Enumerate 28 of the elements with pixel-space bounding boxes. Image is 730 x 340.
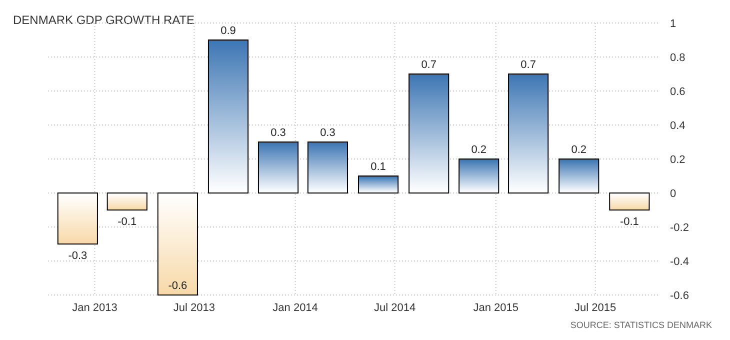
data-label: -0.1 <box>620 216 639 228</box>
data-label: -0.1 <box>118 216 137 228</box>
data-label: 0.9 <box>220 25 236 37</box>
y-tick-label: 1 <box>670 18 676 30</box>
data-label: 0.2 <box>571 144 587 156</box>
x-tick-label: Jul 2013 <box>173 302 215 314</box>
x-tick-label: Jan 2015 <box>473 302 519 314</box>
y-tick-label: 0.2 <box>670 154 686 166</box>
y-tick-label: 0.4 <box>670 120 686 132</box>
y-tick-label: -0.4 <box>670 256 689 268</box>
data-label: -0.3 <box>68 250 88 262</box>
x-tick-label: Jul 2015 <box>574 302 616 314</box>
data-label: 0.1 <box>370 161 386 173</box>
y-tick-label: -0.6 <box>670 290 689 302</box>
data-label: -0.6 <box>168 280 188 292</box>
y-tick-label: 0 <box>670 188 676 200</box>
data-label: 0.7 <box>421 59 436 71</box>
y-tick-label: -0.2 <box>670 222 689 234</box>
data-label: 0.3 <box>270 127 286 139</box>
x-tick-label: Jul 2014 <box>374 302 416 314</box>
x-tick-label: Jan 2013 <box>72 302 118 314</box>
y-tick-label: 0.8 <box>670 52 686 64</box>
data-label: 0.7 <box>520 59 536 71</box>
y-tick-label: 0.6 <box>670 86 686 98</box>
data-label: 0.2 <box>471 144 486 156</box>
data-label: 0.3 <box>320 127 336 139</box>
x-tick-label: Jan 2014 <box>272 302 318 314</box>
source-note: SOURCE: STATISTICS DENMARK <box>570 320 712 330</box>
